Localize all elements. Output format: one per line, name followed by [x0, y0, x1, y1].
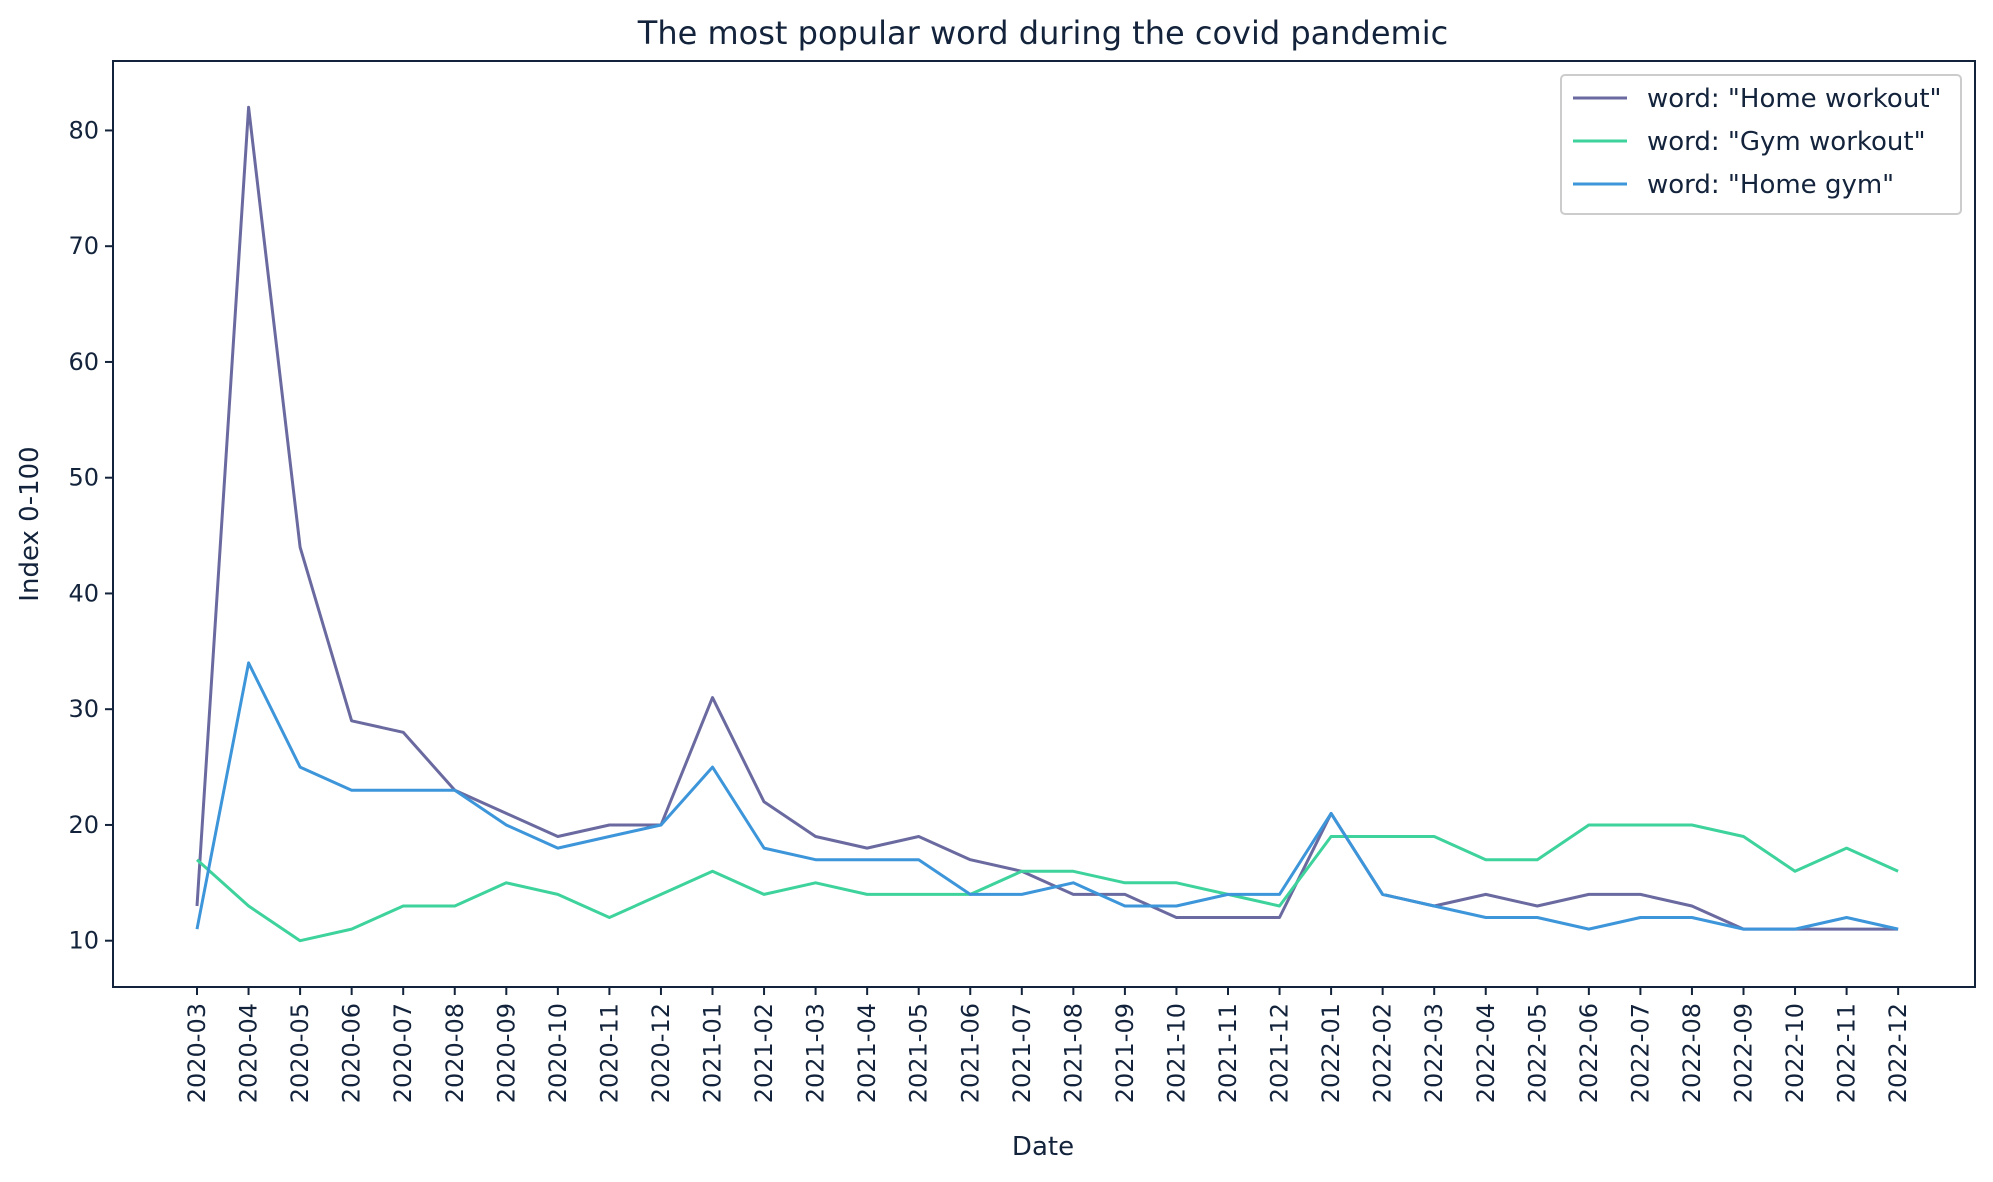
x-tick-label: 2020-07 — [389, 1003, 417, 1103]
y-tick-label: 10 — [68, 927, 99, 955]
x-tick-label: 2020-12 — [647, 1003, 675, 1103]
y-tick-label: 50 — [68, 464, 99, 492]
x-tick-label: 2022-11 — [1833, 1003, 1861, 1103]
y-axis-label: Index 0-100 — [15, 446, 45, 601]
y-tick-label: 70 — [68, 232, 99, 260]
x-tick-label: 2020-11 — [595, 1003, 623, 1103]
legend-entry: word: "Home workout" — [1647, 84, 1941, 114]
x-tick-label: 2022-04 — [1472, 1003, 1500, 1103]
y-tick-label: 40 — [68, 579, 99, 607]
x-tick-label: 2022-03 — [1420, 1003, 1448, 1103]
x-tick-label: 2020-06 — [338, 1003, 366, 1103]
chart-title: The most popular word during the covid p… — [637, 14, 1448, 52]
x-tick-label: 2021-07 — [1008, 1003, 1036, 1103]
series-line-2 — [195, 661, 1899, 931]
x-tick-label: 2020-10 — [544, 1003, 572, 1103]
x-tick-label: 2021-04 — [853, 1003, 881, 1103]
series-lines — [195, 105, 1899, 943]
y-tick-label: 20 — [68, 811, 99, 839]
series-line-0 — [195, 105, 1899, 931]
x-tick-label: 2020-03 — [183, 1003, 211, 1103]
x-tick-label: 2020-05 — [286, 1003, 314, 1103]
x-tick-label: 2022-09 — [1730, 1003, 1758, 1103]
legend-box — [1560, 74, 1962, 215]
x-tick-label: 2022-02 — [1369, 1003, 1397, 1103]
x-tick-label: 2022-08 — [1678, 1003, 1706, 1103]
plot-area — [112, 60, 1976, 988]
x-tick-label: 2021-11 — [1214, 1003, 1242, 1103]
x-tick-label: 2021-12 — [1266, 1003, 1294, 1103]
x-tick-label: 2021-05 — [905, 1003, 933, 1103]
x-tick-label: 2020-04 — [235, 1003, 263, 1103]
x-tick-label: 2022-06 — [1575, 1003, 1603, 1103]
y-tick-label: 80 — [68, 116, 99, 144]
y-tick-label: 30 — [68, 695, 99, 723]
x-axis: 2020-03 2020-04 2020-05 2020-06 2020-07 2020-… — [183, 987, 1912, 1103]
legend-entry: word: "Gym workout" — [1647, 127, 1926, 157]
legend-entry: word: "Home gym" — [1647, 170, 1894, 200]
x-tick-label: 2021-01 — [699, 1003, 727, 1103]
x-tick-label: 2022-12 — [1884, 1003, 1912, 1103]
x-tick-label: 2022-10 — [1781, 1003, 1809, 1103]
y-tick-label: 60 — [68, 348, 99, 376]
x-tick-label: 2021-03 — [802, 1003, 830, 1103]
x-axis-label: Date — [1012, 1132, 1074, 1162]
series-line-1 — [195, 823, 1899, 943]
x-tick-label: 2021-09 — [1111, 1003, 1139, 1103]
y-axis: 10 20 30 40 50 60 70 80 — [68, 116, 113, 955]
x-tick-label: 2021-10 — [1162, 1003, 1190, 1103]
legend: word: "Home workout" word: "Gym workout" w… — [1560, 74, 1962, 215]
x-tick-label: 2022-07 — [1626, 1003, 1654, 1103]
x-tick-label: 2021-06 — [956, 1003, 984, 1103]
x-tick-label: 2020-09 — [492, 1003, 520, 1103]
x-tick-label: 2021-02 — [750, 1003, 778, 1103]
x-tick-label: 2020-08 — [441, 1003, 469, 1103]
x-tick-label: 2022-05 — [1523, 1003, 1551, 1103]
x-tick-label: 2022-01 — [1317, 1003, 1345, 1103]
x-tick-label: 2021-08 — [1059, 1003, 1087, 1103]
